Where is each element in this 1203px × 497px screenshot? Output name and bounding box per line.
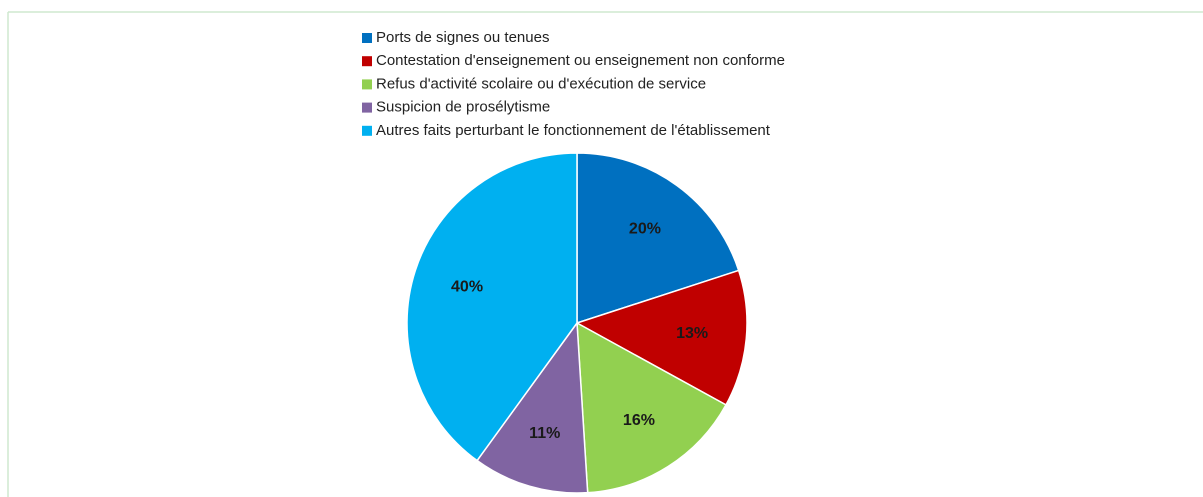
pie-slice [575,269,748,406]
data-label: 20% [629,221,661,238]
pie-slice [576,321,727,494]
data-label: 13% [676,325,708,342]
legend-label: Refus d'activité scolaire ou d'exécution… [376,75,706,92]
legend-swatch [362,79,372,90]
legend-label: Contestation d'enseignement ou enseignem… [376,52,785,69]
legend-label: Autres faits perturbant le fonctionnemen… [376,122,771,139]
data-label: 11% [529,425,560,442]
legend-swatch [362,33,372,43]
pie-slice [406,152,578,462]
legend-swatch [362,125,372,136]
legend-label: Ports de signes ou tenues [376,29,549,46]
pie-slice [476,320,589,494]
data-label: 40% [451,278,483,295]
data-label: 16% [623,412,655,429]
pie-slice [576,152,740,325]
legend-label: Suspicion de prosélytisme [376,99,550,116]
legend-swatch [362,102,372,113]
legend-swatch [362,56,372,67]
